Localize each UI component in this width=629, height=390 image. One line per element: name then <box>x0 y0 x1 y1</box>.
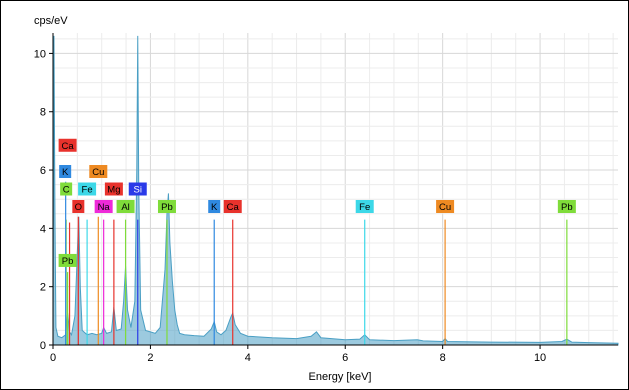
element-label-box <box>157 199 176 213</box>
element-label-k[interactable]: K <box>208 199 221 213</box>
y-tick-label: 6 <box>40 165 46 177</box>
element-label-box <box>58 253 77 267</box>
element-label-text: Pb <box>561 202 573 213</box>
y-tick-label: 2 <box>40 282 46 294</box>
x-axis-label: Energy [keV] <box>309 371 372 383</box>
element-label-text: Si <box>134 185 142 196</box>
x-tick-label: 0 <box>50 352 56 364</box>
element-label-box <box>223 199 242 213</box>
element-label-si[interactable]: Si <box>128 182 147 196</box>
element-label-text: Pb <box>62 256 74 267</box>
element-label-box <box>104 182 123 196</box>
y-tick-label: 4 <box>40 223 46 235</box>
element-label-text: C <box>63 185 70 196</box>
element-label-box <box>436 199 455 213</box>
element-label-text: Na <box>98 202 111 213</box>
element-label-text: Fe <box>359 202 370 213</box>
element-label-box <box>60 182 73 196</box>
element-label-box <box>557 199 576 213</box>
element-label-pb[interactable]: Pb <box>557 199 576 213</box>
element-label-text: Ca <box>62 141 75 152</box>
element-label-box <box>59 165 72 179</box>
element-label-box <box>58 138 77 152</box>
element-label-o[interactable]: O <box>72 199 85 213</box>
element-label-text: Fe <box>82 185 93 196</box>
ticks-layer: 0 2 4 6 8 10 0 2 4 6 8 10 <box>34 48 546 364</box>
element-label-cu[interactable]: Cu <box>89 165 108 179</box>
spectrum-layer <box>52 35 619 346</box>
x-tick-label: 10 <box>534 352 546 364</box>
y-tick-label: 10 <box>34 48 46 60</box>
element-label-k[interactable]: K <box>59 165 72 179</box>
element-label-box <box>72 199 85 213</box>
element-label-na[interactable]: Na <box>94 199 113 213</box>
element-label-cu[interactable]: Cu <box>436 199 455 213</box>
element-label-box <box>116 199 135 213</box>
element-label-pb[interactable]: Pb <box>58 253 77 267</box>
element-labels-layer: Ca K Cu C Fe Mg Si O Na Al Pb K Ca Fe Cu Pb Pb <box>58 138 576 267</box>
element-label-ca[interactable]: Ca <box>58 138 77 152</box>
element-label-box <box>94 199 113 213</box>
element-label-fe[interactable]: Fe <box>355 199 374 213</box>
element-label-ca[interactable]: Ca <box>223 199 242 213</box>
element-label-box <box>89 165 108 179</box>
y-tick-label: 0 <box>40 340 46 352</box>
y-tick-label: 8 <box>40 107 46 119</box>
element-label-text: K <box>62 167 69 178</box>
element-label-text: Pb <box>161 202 173 213</box>
element-label-c[interactable]: C <box>60 182 73 196</box>
element-label-box <box>208 199 221 213</box>
y-axis-label: cps/eV <box>34 15 68 27</box>
element-label-al[interactable]: Al <box>116 199 135 213</box>
element-label-fe[interactable]: Fe <box>78 182 97 196</box>
element-lines-layer <box>65 181 568 345</box>
element-label-text: Cu <box>92 167 104 178</box>
axes <box>52 33 618 346</box>
element-label-text: Cu <box>439 202 451 213</box>
element-label-text: K <box>211 202 218 213</box>
spectrum-area <box>52 35 619 346</box>
x-tick-label: 4 <box>245 352 251 364</box>
x-tick-label: 6 <box>342 352 348 364</box>
element-label-text: Mg <box>107 185 120 196</box>
x-tick-label: 2 <box>147 352 153 364</box>
element-label-box <box>78 182 97 196</box>
element-label-box <box>355 199 374 213</box>
x-tick-label: 8 <box>440 352 446 364</box>
element-label-text: O <box>75 202 82 213</box>
element-label-text: Ca <box>227 202 240 213</box>
element-label-pb[interactable]: Pb <box>157 199 176 213</box>
element-label-text: Al <box>121 202 129 213</box>
element-label-box <box>128 182 147 196</box>
element-label-mg[interactable]: Mg <box>104 182 123 196</box>
